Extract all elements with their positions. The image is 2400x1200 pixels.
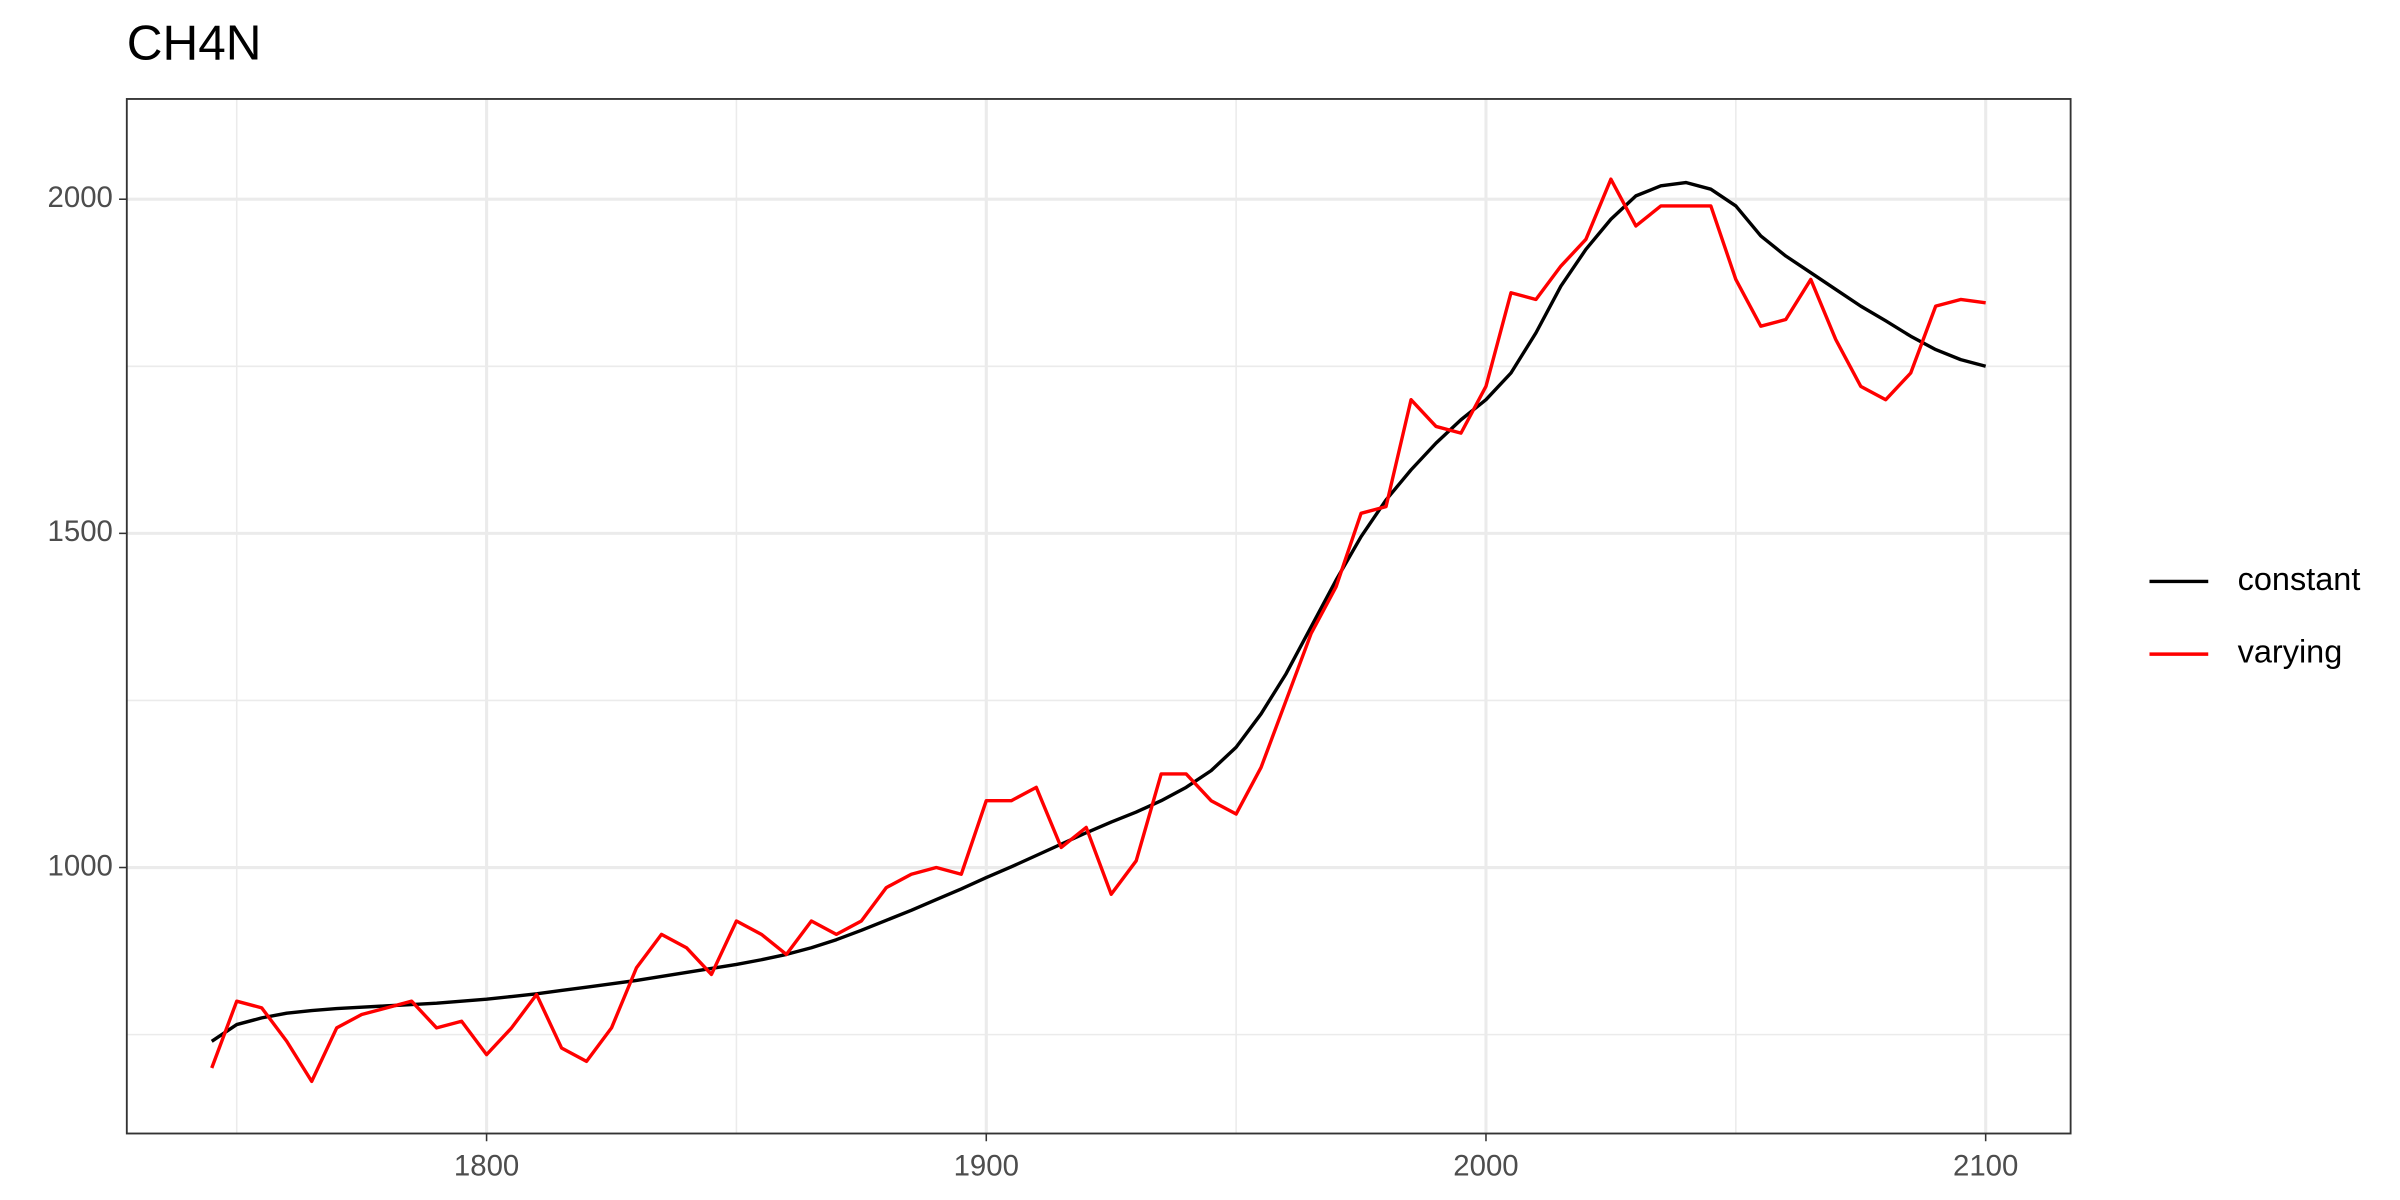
series-line (210, 180, 1987, 1043)
legend-label: varying (2238, 634, 2343, 670)
series-line (210, 177, 1986, 1084)
y-tick-label: 1000 (48, 849, 113, 882)
x-tick-label: 2000 (1453, 1149, 1518, 1182)
y-tick-label: 1500 (48, 515, 113, 548)
chart-title: CH4N (127, 15, 262, 70)
y-tick-label: 2000 (48, 181, 113, 214)
panel-border (125, 98, 2072, 1135)
legend-label: constant (2238, 561, 2361, 597)
x-tick-label: 1800 (454, 1149, 519, 1182)
x-tick-label: 1900 (954, 1149, 1019, 1182)
x-tick-label: 2100 (1953, 1149, 2018, 1182)
